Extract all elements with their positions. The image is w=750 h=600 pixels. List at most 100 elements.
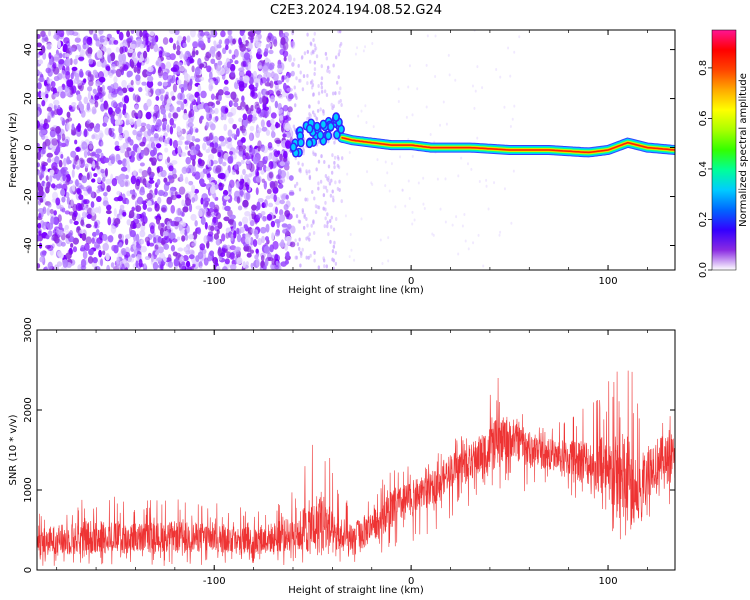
noise-blob: [223, 86, 229, 92]
noise-blob: [198, 152, 203, 158]
noise-blob: [152, 261, 159, 270]
noise-blob: [238, 70, 245, 78]
noise-blob: [44, 138, 51, 147]
faint-blob: [426, 34, 429, 38]
noise-blob: [45, 67, 51, 74]
noise-blob: [213, 208, 219, 217]
noise-blob: [217, 151, 222, 158]
noise-blob: [270, 220, 276, 228]
noise-blob: [249, 132, 253, 142]
noise-blob: [133, 65, 138, 73]
faint-blob: [454, 78, 457, 82]
noise-blob: [172, 64, 180, 72]
noise-blob: [163, 231, 169, 237]
noise-blob: [45, 235, 50, 240]
noise-blob: [80, 265, 87, 270]
noise-blob: [88, 58, 94, 65]
noise-blob: [95, 148, 102, 154]
noise-blob: [180, 152, 187, 157]
noise-blob: [154, 187, 158, 196]
noise-blob: [230, 91, 237, 100]
noise-blob: [268, 202, 274, 208]
noise-blob: [80, 219, 85, 226]
faint-blob: [451, 223, 454, 227]
faint-blob: [320, 85, 324, 90]
noise-blob: [248, 147, 256, 156]
noise-blob: [93, 173, 98, 178]
tone-cluster-blob: [319, 119, 328, 130]
noise-blob: [121, 79, 127, 88]
noise-blob: [188, 234, 195, 240]
noise-blob: [60, 116, 64, 121]
noise-blob: [139, 162, 145, 167]
noise-blob: [226, 244, 231, 251]
y-tick-label: -20: [23, 188, 34, 204]
noise-blob: [245, 183, 250, 191]
x-tick-label: 0: [408, 276, 414, 287]
faint-blob: [306, 49, 310, 54]
noise-blob: [45, 175, 49, 182]
faint-blob: [301, 55, 304, 60]
faint-blob: [498, 233, 501, 237]
faint-blob: [325, 93, 329, 98]
faint-blob: [317, 205, 321, 210]
faint-blob: [348, 255, 351, 259]
noise-blob: [231, 133, 237, 139]
faint-blob: [512, 169, 515, 173]
faint-blob: [324, 185, 328, 190]
noise-blob: [155, 143, 162, 149]
noise-blob: [108, 72, 113, 78]
noise-blob: [264, 106, 269, 111]
noise-blob: [88, 248, 94, 256]
noise-blob: [235, 146, 239, 154]
noise-blob: [134, 104, 139, 111]
noise-blob: [264, 155, 269, 162]
faint-blob: [356, 46, 359, 50]
faint-blob: [384, 160, 387, 164]
noise-blob: [197, 84, 202, 93]
noise-blob: [211, 212, 215, 218]
faint-blob: [423, 207, 426, 211]
noise-blob: [188, 203, 193, 213]
faint-blob: [296, 242, 300, 247]
faint-blob: [308, 104, 311, 109]
noise-blob: [119, 204, 125, 211]
noise-blob: [58, 159, 63, 168]
noise-blob: [280, 194, 287, 201]
noise-blob: [83, 199, 90, 205]
noise-blob: [49, 209, 54, 214]
noise-blob: [53, 99, 60, 106]
noise-blob: [231, 54, 236, 60]
noise-blob: [113, 245, 119, 254]
tone-cluster-blob: [297, 137, 305, 148]
faint-blob: [333, 160, 336, 165]
faint-blob: [293, 85, 296, 90]
noise-blob: [199, 171, 205, 179]
noise-blob: [220, 115, 225, 121]
faint-blob: [384, 184, 387, 188]
noise-blob: [39, 174, 45, 179]
faint-blob: [339, 86, 342, 91]
faint-blob: [399, 155, 402, 159]
noise-blob: [118, 90, 124, 96]
faint-blob: [470, 167, 473, 171]
noise-blob: [147, 207, 153, 212]
faint-blob: [332, 227, 336, 232]
noise-blob: [53, 236, 60, 244]
faint-blob: [334, 55, 338, 60]
noise-blob: [72, 31, 79, 36]
noise-blob: [219, 172, 226, 180]
noise-blob: [165, 61, 172, 70]
faint-blob: [298, 168, 301, 173]
noise-blob: [160, 107, 166, 115]
noise-blob: [230, 70, 236, 78]
noise-blob: [40, 129, 47, 135]
noise-blob: [94, 221, 98, 229]
noise-blob: [62, 52, 66, 59]
faint-blob: [360, 109, 363, 113]
noise-blob: [129, 229, 137, 238]
noise-blob: [113, 218, 121, 225]
noise-blob: [186, 225, 190, 234]
noise-blob: [176, 45, 181, 51]
